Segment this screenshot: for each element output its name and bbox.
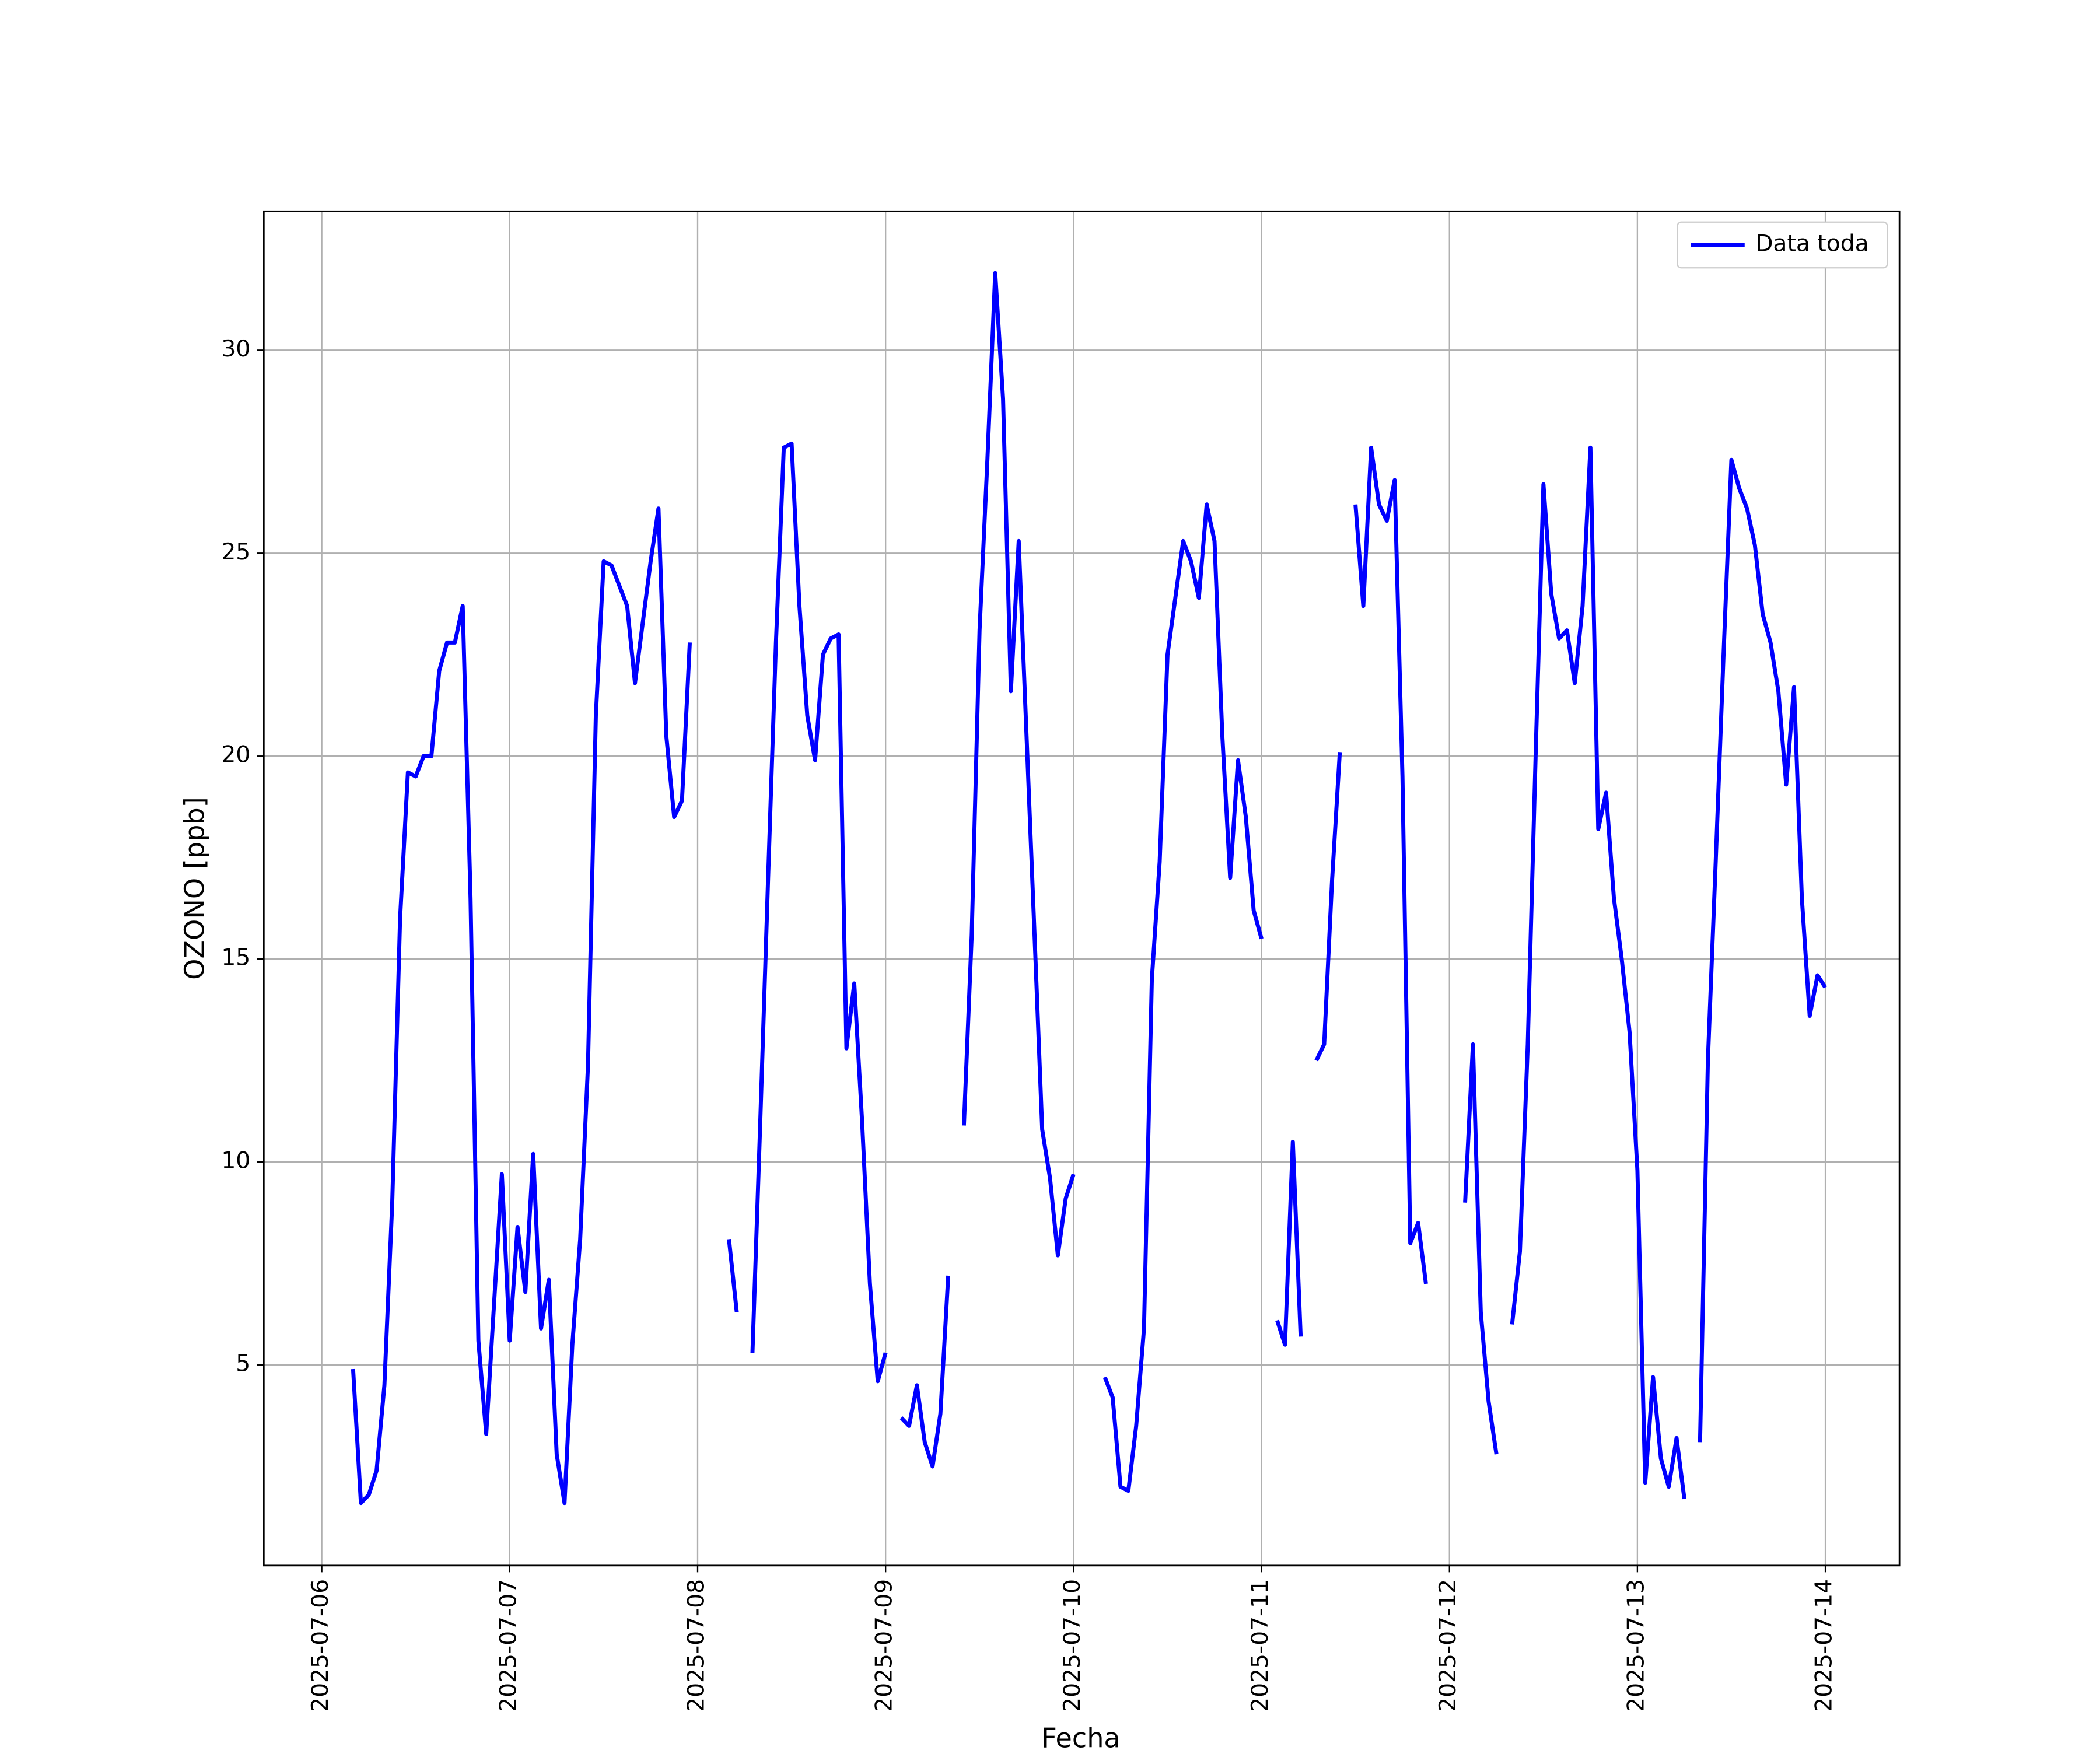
x-tick-label: 2025-07-08 bbox=[684, 1579, 710, 1712]
y-tick-label: 30 bbox=[221, 336, 250, 362]
plot-layer: 5 10 15 20 25 30 2025-07-06 2025-07-07 2025-07-0… bbox=[221, 211, 1900, 1712]
x-tick-label: 2025-07-11 bbox=[1247, 1579, 1273, 1712]
y-tick-label: 5 bbox=[236, 1351, 250, 1377]
y-tick-label: 20 bbox=[221, 742, 250, 768]
legend-box bbox=[1676, 221, 1888, 269]
x-tick-label: 2025-07-13 bbox=[1623, 1579, 1649, 1712]
x-tick-label: 2025-07-06 bbox=[307, 1579, 334, 1712]
x-tick-label: 2025-07-12 bbox=[1435, 1579, 1461, 1712]
y-tick-label: 10 bbox=[221, 1148, 250, 1174]
y-axis-label: OZONO [ppb] bbox=[178, 797, 210, 980]
plot-frame bbox=[262, 210, 1901, 1567]
y-tick-label: 15 bbox=[221, 945, 250, 971]
x-tick-label: 2025-07-10 bbox=[1059, 1579, 1086, 1712]
data-line bbox=[351, 271, 1827, 1506]
x-tick-label: 2025-07-07 bbox=[495, 1579, 522, 1712]
x-tick-label: 2025-07-09 bbox=[872, 1579, 898, 1712]
y-tick-label: 25 bbox=[221, 539, 250, 565]
legend-label: Data toda bbox=[1755, 231, 1868, 257]
x-tick-label: 2025-07-14 bbox=[1811, 1579, 1838, 1712]
x-axis-label: Fecha bbox=[1041, 1722, 1120, 1750]
